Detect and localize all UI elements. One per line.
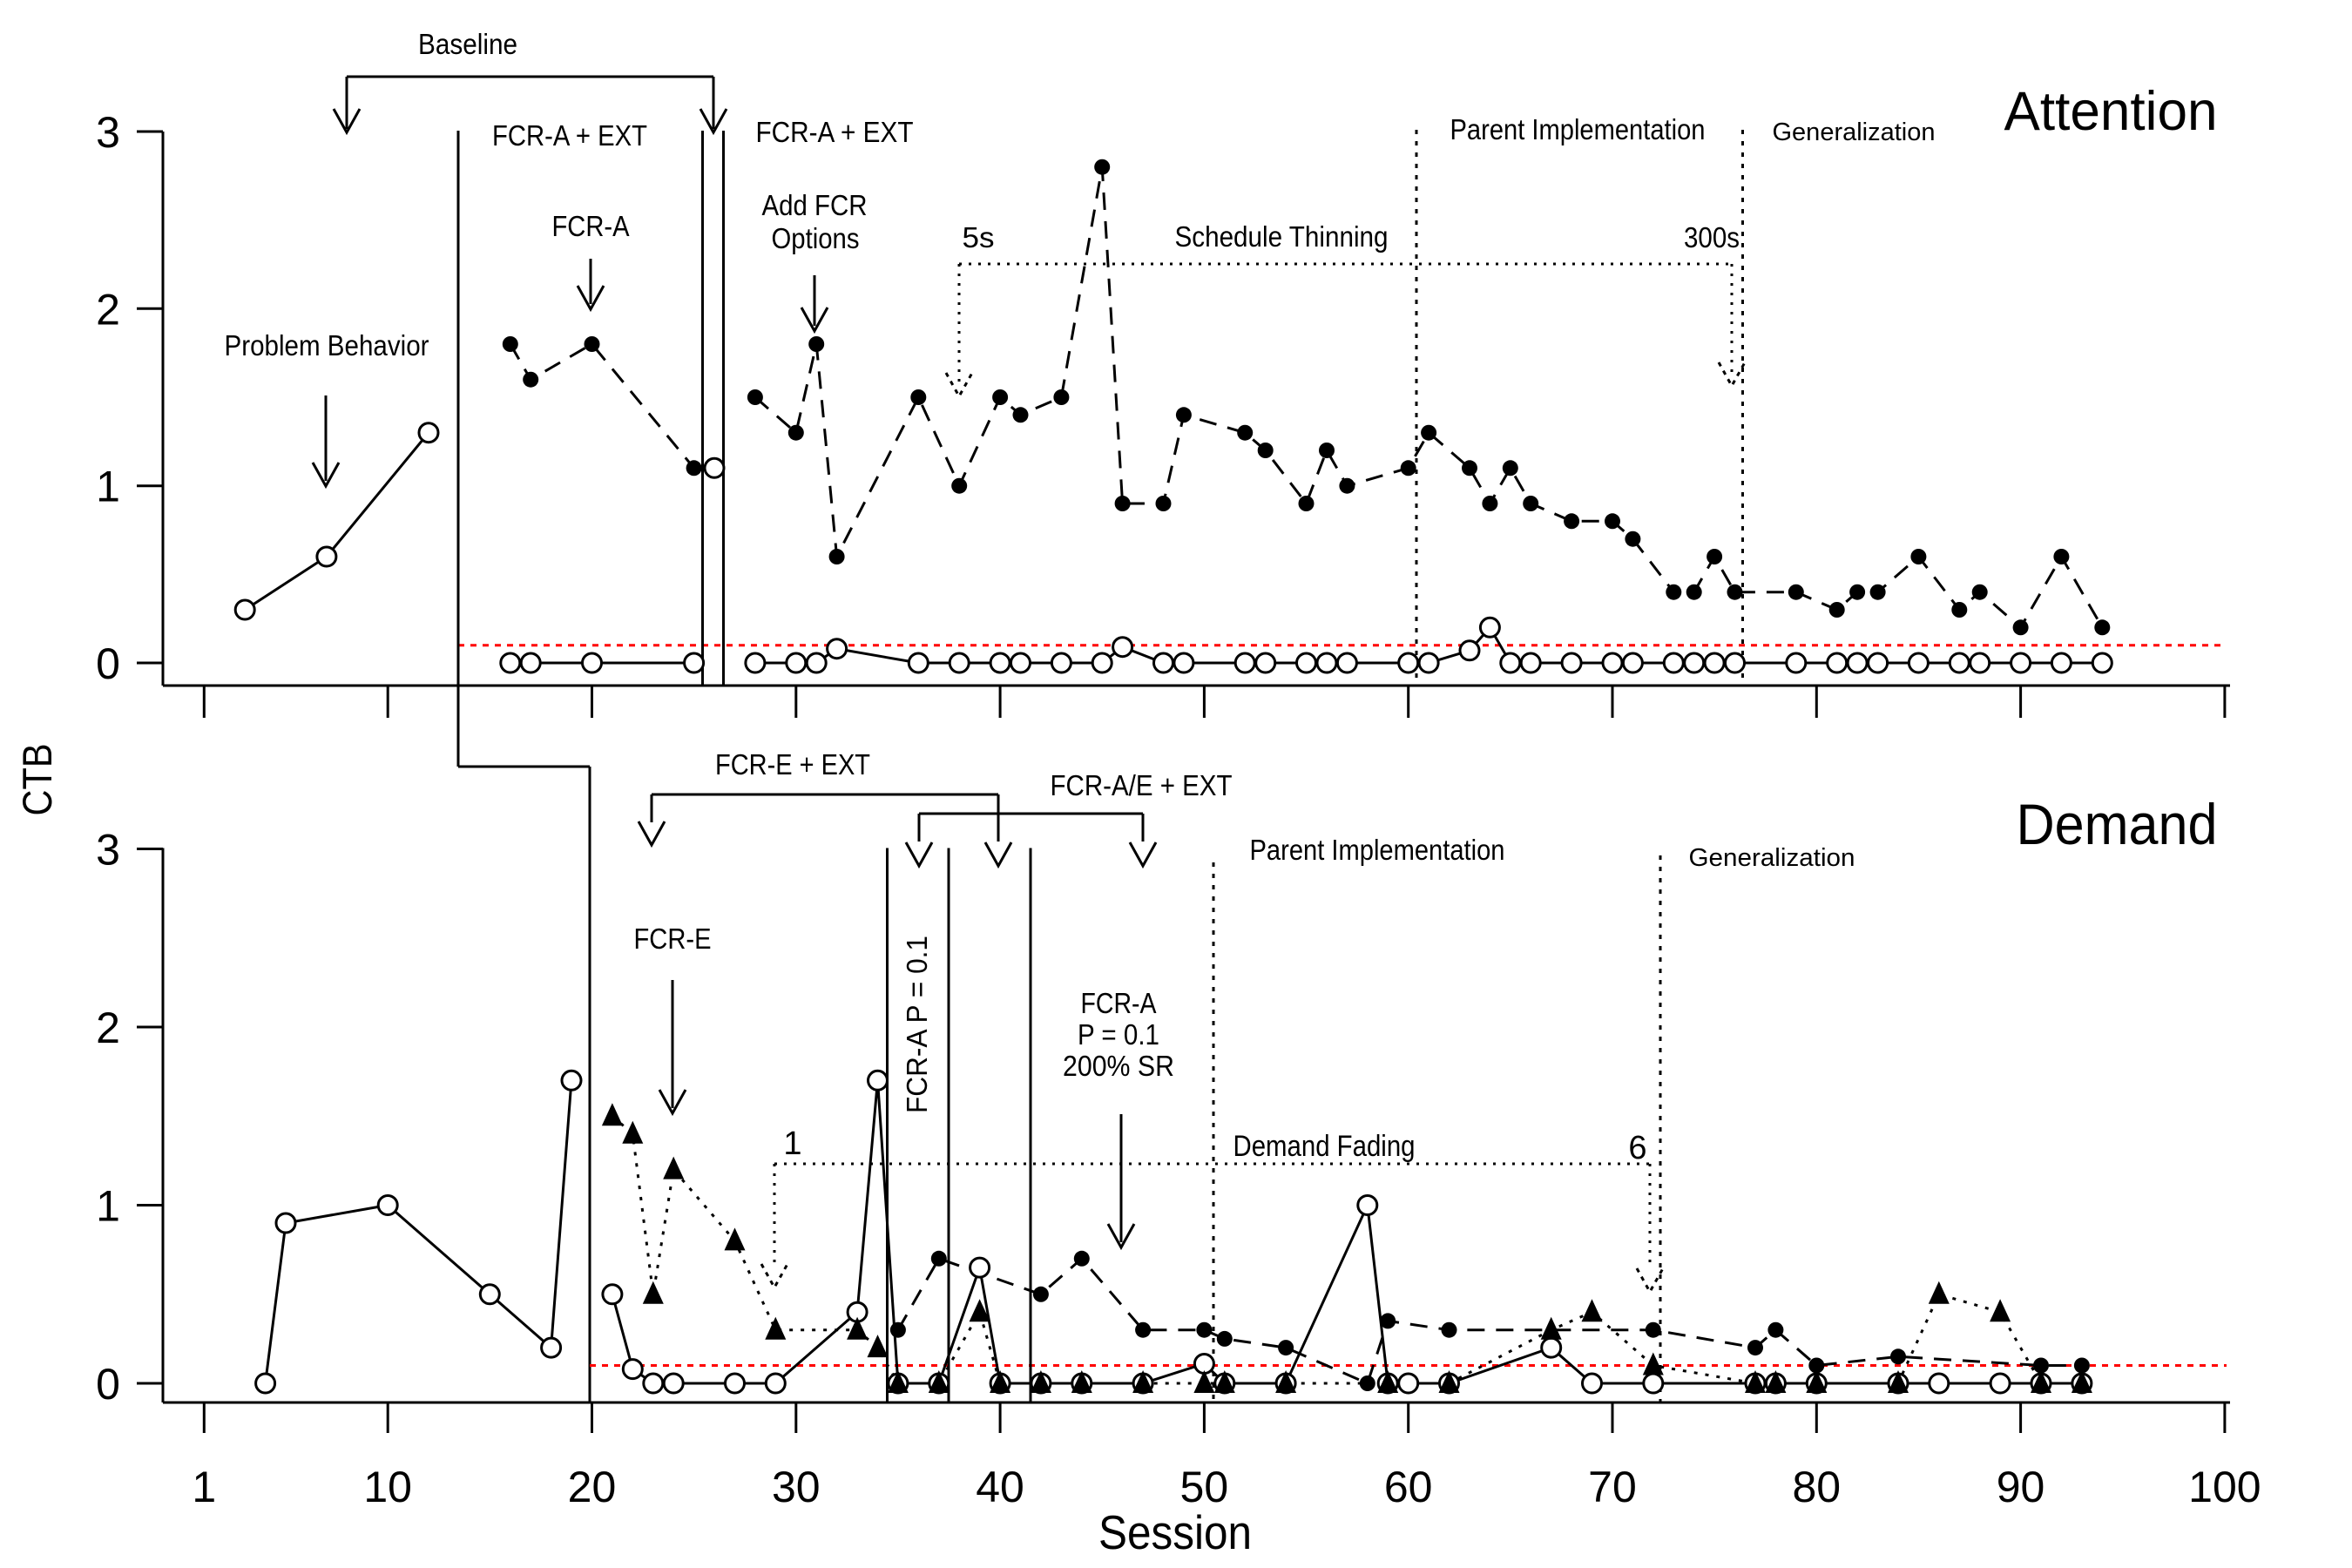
svg-text:Generalization: Generalization [1689, 844, 1855, 872]
svg-text:100: 100 [2188, 1463, 2261, 1511]
svg-text:50: 50 [1180, 1463, 1229, 1511]
svg-text:Session: Session [1098, 1505, 1252, 1559]
svg-text:FCR-E + EXT: FCR-E + EXT [715, 748, 870, 781]
svg-text:1: 1 [192, 1463, 216, 1511]
svg-text:5s: 5s [963, 221, 995, 253]
svg-text:Demand: Demand [2017, 792, 2218, 856]
svg-text:Add FCR: Add FCR [762, 189, 868, 221]
svg-text:20: 20 [568, 1463, 617, 1511]
svg-text:Parent Implementation: Parent Implementation [1450, 113, 1706, 145]
svg-text:3: 3 [96, 826, 120, 875]
svg-text:FCR-A: FCR-A [1081, 987, 1157, 1019]
svg-text:Attention: Attention [2004, 81, 2218, 142]
svg-text:300s: 300s [1684, 221, 1740, 253]
svg-text:Options: Options [772, 222, 860, 254]
svg-text:3: 3 [96, 108, 120, 157]
svg-text:2: 2 [96, 1004, 120, 1052]
svg-text:Generalization: Generalization [1773, 118, 1936, 146]
svg-text:200% SR: 200% SR [1063, 1050, 1174, 1082]
svg-text:P = 0.1: P = 0.1 [1078, 1018, 1159, 1051]
svg-text:1: 1 [783, 1125, 801, 1162]
svg-text:FCR-E: FCR-E [634, 923, 712, 955]
svg-text:10: 10 [363, 1463, 412, 1511]
svg-text:FCR-A + EXT: FCR-A + EXT [756, 116, 914, 148]
svg-text:30: 30 [772, 1463, 821, 1511]
svg-text:Baseline: Baseline [418, 28, 517, 60]
svg-text:Problem Behavior: Problem Behavior [225, 329, 429, 362]
svg-text:FCR-A + EXT: FCR-A + EXT [492, 119, 647, 152]
svg-text:6: 6 [1628, 1130, 1646, 1166]
svg-text:CTB: CTB [14, 744, 60, 816]
svg-text:0: 0 [96, 639, 120, 688]
svg-text:90: 90 [1997, 1463, 2045, 1511]
svg-text:FCR-A: FCR-A [552, 210, 630, 242]
svg-text:1: 1 [96, 463, 120, 511]
svg-text:Demand Fading: Demand Fading [1233, 1130, 1416, 1163]
svg-text:FCR-A/E + EXT: FCR-A/E + EXT [1051, 769, 1233, 801]
svg-text:Parent Implementation: Parent Implementation [1250, 834, 1505, 866]
svg-text:Schedule Thinning: Schedule Thinning [1175, 220, 1389, 253]
svg-text:40: 40 [976, 1463, 1024, 1511]
svg-text:60: 60 [1384, 1463, 1433, 1511]
svg-text:0: 0 [96, 1360, 120, 1409]
svg-text:2: 2 [96, 285, 120, 334]
svg-text:1: 1 [96, 1182, 120, 1231]
svg-text:70: 70 [1588, 1463, 1637, 1511]
svg-text:80: 80 [1792, 1463, 1841, 1511]
svg-text:FCR-A P = 0.1: FCR-A P = 0.1 [901, 936, 933, 1113]
